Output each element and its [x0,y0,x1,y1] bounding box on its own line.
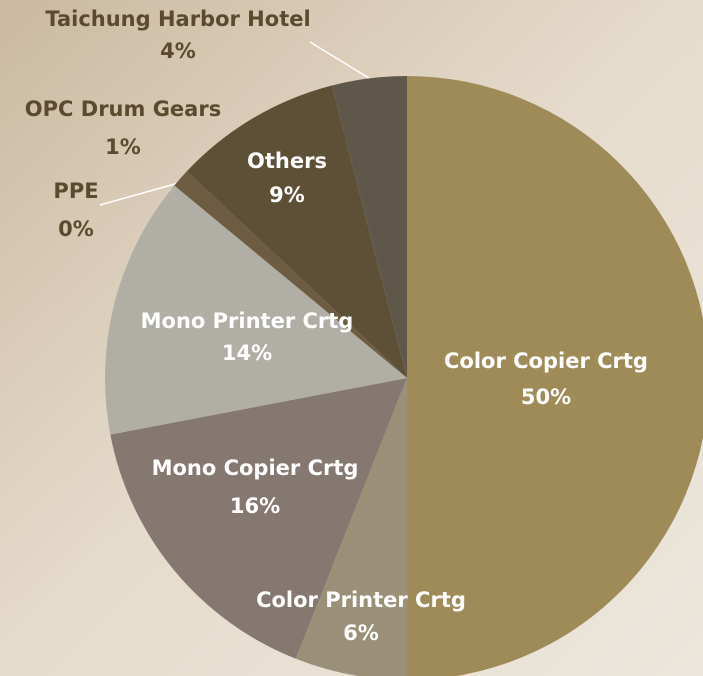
slice-value-label: 16% [230,494,280,518]
slice-value-label: 50% [521,385,571,409]
pie-slice [174,171,407,378]
slice-label: Color Printer Crtg [256,588,466,612]
pie-slice [186,85,407,378]
slice-label: Color Copier Crtg [444,349,648,373]
leader-line [99,181,183,206]
slice-label: Mono Copier Crtg [152,456,359,480]
labels: Color Copier Crtg 50% Color Printer Crtg 6%… [25,7,648,645]
slice-value-label: 4% [160,39,196,63]
slice-value-label: 6% [343,621,379,645]
pie-slice [105,185,408,435]
slice-value-label: 0% [58,217,94,241]
slice-value-label: 1% [105,135,141,159]
pie-slice [407,76,703,676]
pie [105,76,703,676]
slice-label: PPE [53,179,98,203]
slice-label: Taichung Harbor Hotel [45,7,310,31]
slice-label: OPC Drum Gears [25,97,221,121]
leader-line [309,41,373,81]
slice-value-label: 14% [222,341,272,365]
slice-label: Others [247,149,327,173]
slice-label: Mono Printer Crtg [141,309,354,333]
slice-value-label: 9% [269,183,305,207]
pie-slice [331,76,407,378]
pie-slice [110,378,408,659]
pie-slice [295,378,407,676]
